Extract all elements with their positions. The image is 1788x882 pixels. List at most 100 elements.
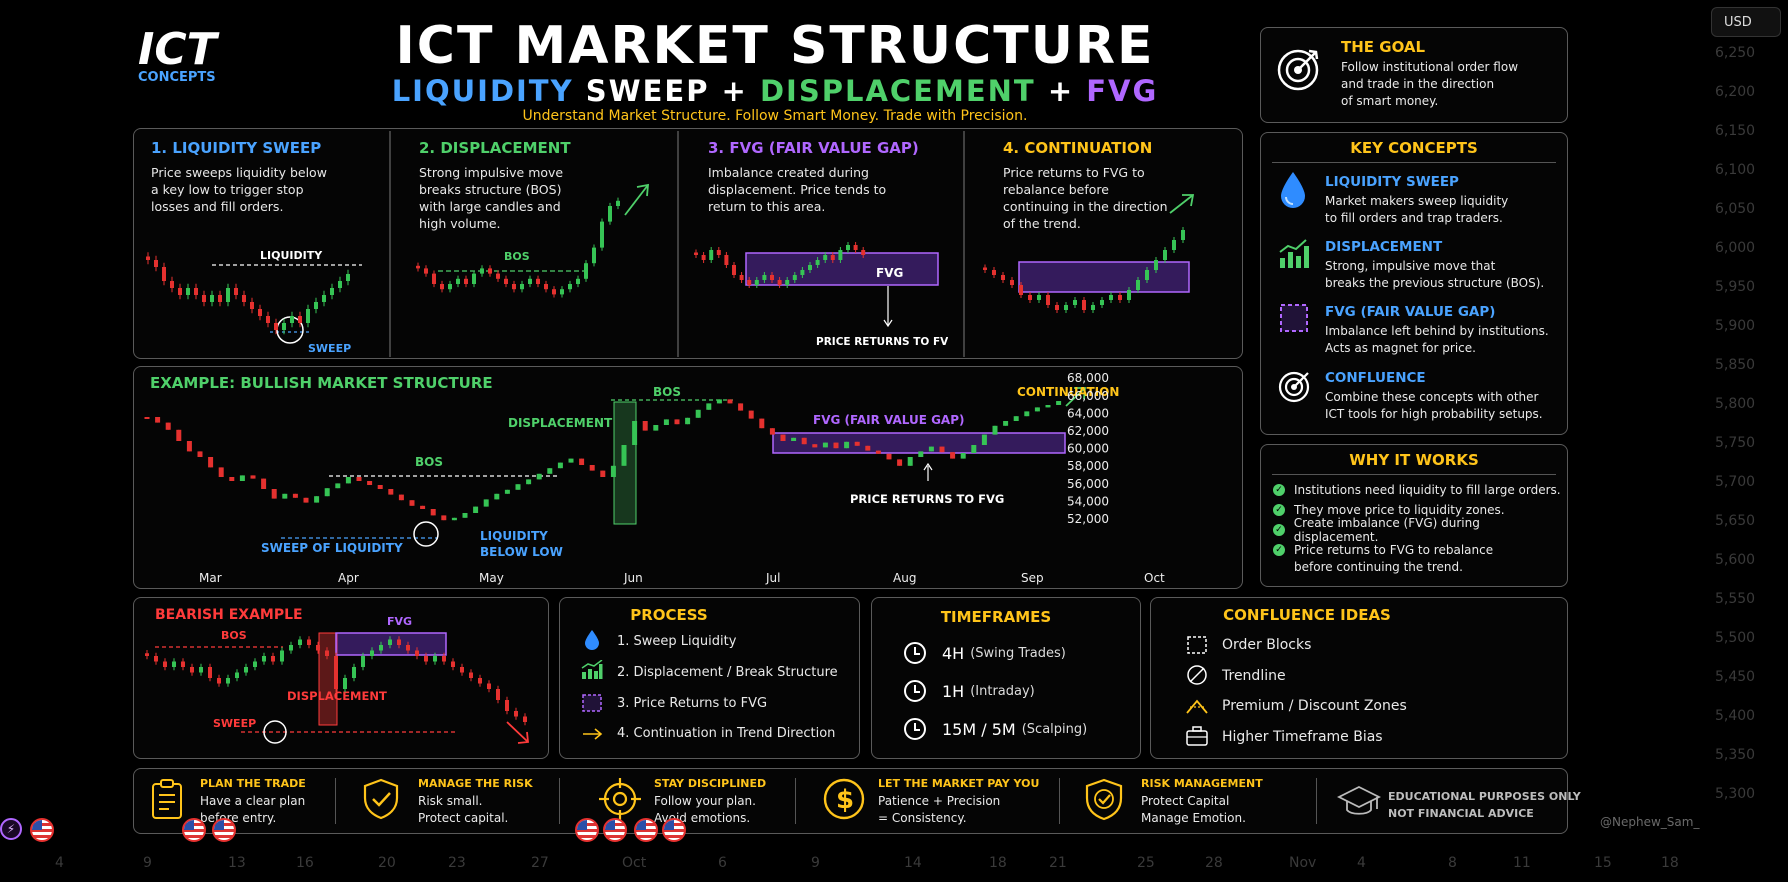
us-flag-icon[interactable] [575, 818, 599, 842]
step-3-fvg-label: FVG [876, 266, 903, 280]
candle [242, 295, 246, 302]
us-flag-icon[interactable] [212, 818, 236, 842]
candle [504, 278, 508, 284]
x-tick: Sep [1021, 571, 1044, 585]
date-tick: 25 [1137, 855, 1155, 871]
candle [234, 288, 238, 295]
candle [610, 465, 616, 477]
candle [239, 475, 245, 481]
candle [314, 496, 320, 503]
step-4-title: 4. CONTINUATION [1003, 139, 1153, 157]
candle [397, 639, 401, 645]
goal-desc: Follow institutional order flow and trad… [1341, 59, 1556, 110]
y-tick: 66,000 [1067, 389, 1109, 403]
example-liq2-label: BELOW LOW [480, 545, 563, 559]
concept-confluence-title: CONFLUENCE [1325, 370, 1426, 386]
x-tick: Apr [338, 571, 359, 585]
us-flag-icon[interactable] [603, 818, 627, 842]
candle [769, 428, 775, 435]
candle [514, 711, 518, 717]
footer-panel [133, 768, 1568, 834]
candle [266, 316, 270, 323]
shield-check-icon [1085, 778, 1123, 821]
currency-button[interactable]: USD [1711, 7, 1781, 37]
candle [314, 302, 318, 309]
candle [178, 288, 182, 295]
timeframe-desc: (Swing Trades) [970, 645, 1066, 661]
candle [290, 316, 294, 323]
candle [235, 672, 239, 678]
footer-riskmgmt-desc: Protect Capital Manage Emotion. [1141, 793, 1246, 827]
candle [770, 275, 774, 280]
bearish-sweep-label: SWEEP [213, 717, 256, 730]
candle [992, 425, 998, 435]
candle [409, 500, 415, 506]
date-tick: 9 [143, 855, 152, 871]
page-subtitle: LIQUIDITY SWEEP + DISPLACEMENT + FVG [380, 74, 1170, 108]
candle [451, 661, 455, 667]
example-liq1-label: LIQUIDITY [480, 529, 548, 543]
step-2-desc: Strong impulsive move breaks structure (… [419, 165, 564, 231]
goal-line: Follow institutional order flow [1341, 60, 1519, 74]
y-tick: 60,000 [1067, 442, 1109, 456]
us-flag-icon[interactable] [182, 818, 206, 842]
example-bos1-label: BOS [415, 455, 443, 469]
bearish-title: BEARISH EXAMPLE [155, 607, 303, 623]
date-tick: 6 [718, 855, 727, 871]
date-tick: 20 [378, 855, 396, 871]
candle [218, 295, 222, 302]
candle [379, 645, 383, 651]
confluence-premium-discount: Premium / Discount Zones [1222, 698, 1407, 714]
timeframe-item: 15M / 5M (Scalping) [904, 710, 1087, 748]
candle [808, 265, 812, 270]
x-tick: May [479, 571, 504, 585]
candle [154, 656, 158, 662]
candle [663, 419, 669, 425]
price-tick: 5,850 [1715, 357, 1756, 373]
us-flag-icon[interactable] [30, 818, 54, 842]
droplet-icon [585, 630, 599, 650]
candle [307, 639, 311, 645]
logo-sub: CONCEPTS [138, 70, 216, 85]
candle [324, 488, 330, 497]
candle [791, 437, 797, 441]
y-tick: 52,000 [1067, 512, 1109, 526]
y-tick: 58,000 [1067, 459, 1109, 473]
candle [747, 280, 752, 285]
candle [163, 661, 167, 667]
candle [258, 309, 262, 316]
footer-line: Risk small. [418, 794, 483, 808]
disclaimer: EDUCATIONAL PURPOSES ONLY NOT FINANCIAL … [1388, 788, 1581, 822]
us-flag-icon[interactable] [662, 818, 686, 842]
candle [950, 452, 956, 459]
candle [335, 483, 341, 489]
timeframe-item: 4H (Swing Trades) [904, 634, 1087, 672]
crosshair-icon [599, 778, 641, 820]
candle [483, 499, 489, 507]
step-3-returns-label: PRICE RETURNS TO FVG [816, 336, 948, 348]
candle [478, 678, 482, 684]
indicator-badge[interactable]: ⚡ [0, 818, 22, 840]
y-tick: 62,000 [1067, 424, 1109, 438]
graduation-cap-icon [1337, 785, 1381, 815]
candle [777, 280, 782, 285]
candle [199, 667, 203, 673]
candle [759, 418, 765, 429]
timeframe-item: 1H (Intraday) [904, 672, 1087, 710]
candle [398, 494, 404, 501]
candle [830, 255, 835, 260]
footer-line: = Consistency. [878, 811, 967, 825]
candle [488, 268, 492, 274]
candle [388, 489, 394, 495]
candle [176, 429, 182, 441]
candle [528, 278, 532, 284]
us-flag-icon[interactable] [634, 818, 658, 842]
candle [833, 442, 839, 449]
candle [695, 409, 701, 418]
step-4-desc: Price returns to FVG to rebalance before… [1003, 165, 1168, 231]
candle [536, 278, 540, 284]
candle [170, 281, 174, 288]
footer-discipline-title: STAY DISCIPLINED [654, 777, 767, 790]
candle [568, 284, 572, 290]
price-tick: 5,450 [1715, 669, 1756, 685]
